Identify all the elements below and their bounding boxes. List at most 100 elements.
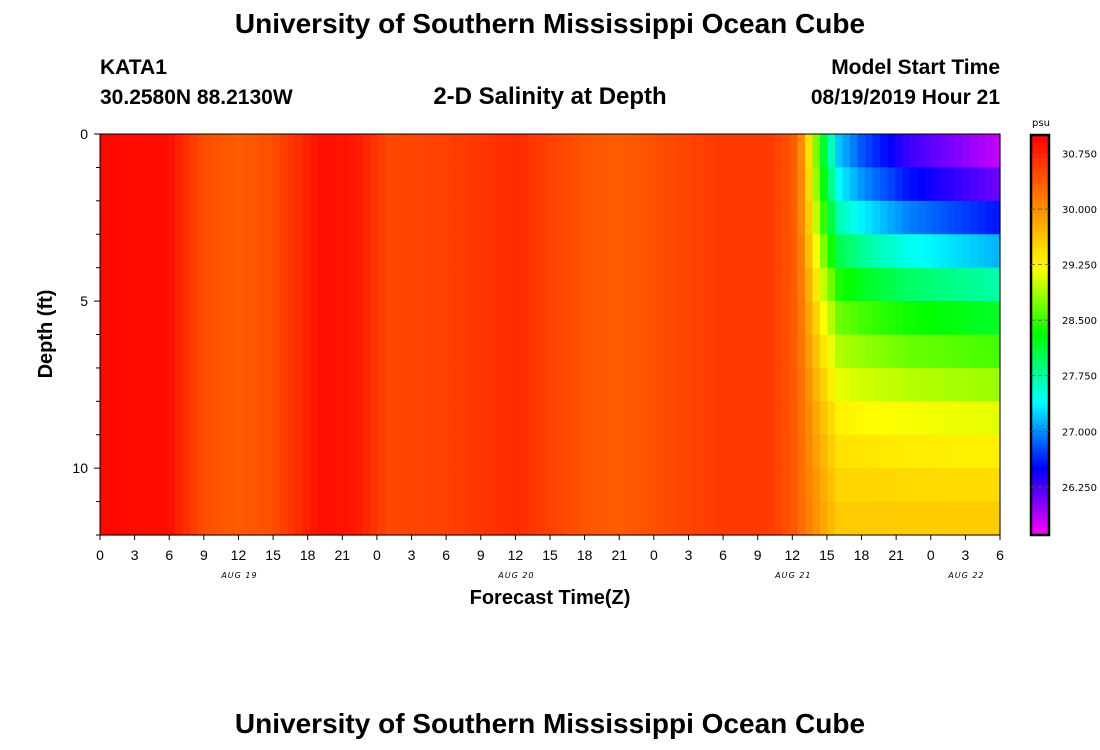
heatmap-cell xyxy=(790,200,799,235)
heatmap-cell xyxy=(782,401,791,436)
heatmap-cell xyxy=(460,367,469,402)
heatmap-cell xyxy=(917,434,926,469)
heatmap-cell xyxy=(227,200,236,235)
heatmap-cell xyxy=(707,501,716,536)
heatmap-cell xyxy=(797,301,806,336)
heatmap-cell xyxy=(100,267,109,302)
heatmap-cell xyxy=(182,200,191,235)
heatmap-cell xyxy=(610,267,619,302)
heatmap-cell xyxy=(835,367,844,402)
heatmap-cell xyxy=(512,134,521,169)
heatmap-cell xyxy=(760,167,769,202)
heatmap-cell xyxy=(265,434,274,469)
heatmap-cell xyxy=(190,468,199,503)
heatmap-cell xyxy=(475,234,484,269)
heatmap-cell xyxy=(512,167,521,202)
heatmap-cell xyxy=(175,334,184,369)
heatmap-cell xyxy=(820,468,829,503)
heatmap-cell xyxy=(377,501,386,536)
heatmap-cell xyxy=(175,267,184,302)
heatmap-cell xyxy=(295,301,304,336)
heatmap-cell xyxy=(955,267,964,302)
heatmap-cell xyxy=(250,434,259,469)
heatmap-cell xyxy=(242,367,251,402)
heatmap-cell xyxy=(340,401,349,436)
heatmap-cell xyxy=(460,434,469,469)
heatmap-cell xyxy=(715,301,724,336)
heatmap-cell xyxy=(752,334,761,369)
heatmap-cell xyxy=(827,334,836,369)
heatmap-cell xyxy=(347,434,356,469)
heatmap-cell xyxy=(640,134,649,169)
x-tick-label: 9 xyxy=(200,547,208,563)
heatmap-cell xyxy=(205,134,214,169)
heatmap-cell xyxy=(400,501,409,536)
heatmap-cell xyxy=(460,301,469,336)
heatmap-cell xyxy=(235,301,244,336)
heatmap-cell xyxy=(497,200,506,235)
heatmap-cell xyxy=(475,401,484,436)
heatmap-cell xyxy=(677,468,686,503)
heatmap-cell xyxy=(910,501,919,536)
heatmap-cell xyxy=(535,501,544,536)
heatmap-cell xyxy=(662,434,671,469)
heatmap-cell xyxy=(220,501,229,536)
heatmap-cell xyxy=(970,401,979,436)
heatmap-cell xyxy=(295,334,304,369)
heatmap-cell xyxy=(280,301,289,336)
colorbar: psu 30.750 30.000 29.250 28.500 27.750 27.000… xyxy=(1029,118,1097,537)
heatmap-cell xyxy=(407,501,416,536)
heatmap-cell xyxy=(197,167,206,202)
heatmap-cell xyxy=(722,267,731,302)
heatmap-cell xyxy=(925,468,934,503)
heatmap-cell xyxy=(977,134,986,169)
main-title: University of Southern Mississippi Ocean… xyxy=(234,8,866,39)
heatmap-cell xyxy=(250,367,259,402)
heatmap-cell xyxy=(610,401,619,436)
heatmap-cell xyxy=(445,200,454,235)
heatmap-cell xyxy=(835,501,844,536)
heatmap-cell xyxy=(100,167,109,202)
heatmap-cell xyxy=(490,334,499,369)
heatmap-cell xyxy=(820,267,829,302)
heatmap-cell xyxy=(460,501,469,536)
heatmap-cell xyxy=(670,200,679,235)
heatmap-cell xyxy=(670,367,679,402)
heatmap-cell xyxy=(640,200,649,235)
heatmap-cell xyxy=(295,367,304,402)
heatmap-cell xyxy=(977,334,986,369)
x-tick-label: 18 xyxy=(300,547,316,563)
heatmap-cell xyxy=(917,367,926,402)
heatmap-cell xyxy=(580,267,589,302)
x-tick-label: 18 xyxy=(577,547,593,563)
heatmap-cell xyxy=(880,134,889,169)
heatmap-cell xyxy=(355,367,364,402)
heatmap-cell xyxy=(565,367,574,402)
heatmap-cell xyxy=(362,367,371,402)
heatmap-cell xyxy=(482,334,491,369)
heatmap-cell xyxy=(580,234,589,269)
heatmap-cell xyxy=(287,468,296,503)
heatmap-cell xyxy=(137,401,146,436)
heatmap-cell xyxy=(992,200,1001,235)
heatmap-cell xyxy=(152,501,161,536)
heatmap-cell xyxy=(347,267,356,302)
heatmap-cell xyxy=(445,167,454,202)
heatmap-cell xyxy=(587,334,596,369)
heatmap-cell xyxy=(377,167,386,202)
heatmap-cell xyxy=(497,234,506,269)
heatmap-cell xyxy=(212,267,221,302)
heatmap-cell xyxy=(985,434,994,469)
heatmap-cell xyxy=(617,134,626,169)
heatmap-cell xyxy=(992,501,1001,536)
heatmap-cell xyxy=(287,267,296,302)
heatmap-cell xyxy=(617,367,626,402)
heatmap-cell xyxy=(715,501,724,536)
heatmap-cell xyxy=(475,501,484,536)
heatmap-cell xyxy=(340,301,349,336)
heatmap-cell xyxy=(250,134,259,169)
heatmap-cell xyxy=(662,200,671,235)
plot-title-text: 2-D Salinity at Depth xyxy=(433,83,667,110)
heatmap-cell xyxy=(340,334,349,369)
heatmap-cell xyxy=(992,134,1001,169)
